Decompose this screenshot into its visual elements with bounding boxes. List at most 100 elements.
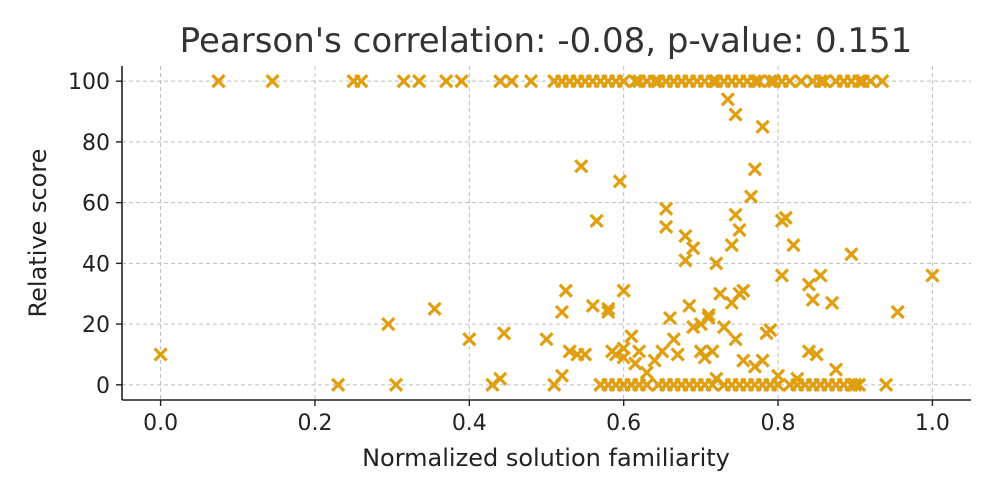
data-point: [493, 371, 508, 386]
data-point: [462, 332, 477, 347]
data-point: [589, 213, 604, 228]
y-axis-label: Relative score: [24, 149, 52, 318]
data-point: [770, 377, 786, 392]
data-point: [612, 174, 627, 189]
data-point: [153, 347, 168, 362]
data-point: [747, 74, 763, 89]
data-point: [662, 310, 678, 326]
data-point: [396, 74, 411, 89]
data-point: [616, 341, 631, 356]
data-point: [330, 377, 346, 392]
data-point: [628, 356, 643, 371]
data-point: [616, 283, 631, 298]
data-point: [616, 74, 631, 89]
data-point: [844, 377, 859, 392]
data-point: [496, 326, 512, 341]
data-point: [701, 310, 716, 326]
data-point: [562, 74, 577, 89]
data-point: [828, 362, 844, 377]
data-point: [577, 74, 593, 89]
data-point: [817, 74, 832, 89]
data-points: [153, 74, 940, 392]
x-axis-label: Normalized solution familiarity: [362, 444, 730, 472]
x-tick-label: 0.6: [606, 411, 641, 436]
data-point: [655, 344, 670, 359]
y-tick-label: 60: [82, 192, 110, 217]
data-point: [728, 207, 743, 222]
data-point: [562, 344, 577, 359]
y-tick-label: 20: [82, 313, 110, 338]
data-point: [504, 74, 519, 89]
data-point: [624, 329, 639, 344]
data-point: [647, 74, 662, 89]
x-tick-label: 0.0: [143, 411, 178, 436]
data-point: [728, 332, 743, 347]
data-point: [732, 74, 747, 89]
data-point: [755, 119, 770, 134]
data-point: [743, 189, 759, 204]
data-point: [577, 347, 593, 362]
data-point: [558, 283, 573, 298]
data-point: [678, 228, 693, 244]
data-point: [786, 238, 801, 253]
data-point: [659, 201, 674, 216]
data-point: [736, 283, 751, 298]
tick-marks: 0.0 0.2 0.4 0.6 0.8 1.0 0 20 40 60 80 100: [68, 70, 950, 436]
data-point: [427, 301, 442, 317]
data-point: [412, 74, 427, 89]
x-tick-label: 1.0: [915, 411, 950, 436]
x-tick-label: 0.8: [761, 411, 796, 436]
data-point: [732, 222, 747, 238]
data-point: [763, 74, 778, 89]
data-point: [639, 377, 654, 392]
data-point: [686, 241, 701, 256]
data-point: [381, 316, 396, 332]
data-point: [682, 74, 697, 89]
data-point: [539, 332, 554, 347]
data-point: [813, 74, 828, 89]
gridlines: [122, 66, 971, 400]
data-point: [801, 277, 817, 292]
data-point: [670, 347, 685, 362]
y-tick-label: 100: [68, 70, 110, 95]
data-point: [628, 74, 643, 89]
y-tick-label: 80: [82, 131, 110, 156]
x-tick-label: 0.2: [297, 411, 332, 436]
data-point: [755, 353, 770, 368]
data-point: [265, 74, 280, 89]
y-tick-label: 0: [96, 374, 110, 399]
data-point: [751, 74, 766, 89]
axes: [121, 66, 971, 401]
data-point: [554, 304, 570, 320]
data-point: [851, 74, 867, 89]
data-point: [736, 353, 751, 368]
data-point: [631, 344, 647, 359]
data-point: [824, 295, 840, 310]
data-point: [439, 74, 454, 89]
data-point: [724, 238, 739, 253]
data-point: [794, 74, 809, 89]
x-tick-label: 0.4: [452, 411, 487, 436]
data-point: [388, 377, 404, 392]
data-point: [747, 162, 763, 177]
data-point: [844, 247, 859, 262]
data-point: [701, 307, 716, 323]
data-point: [709, 74, 724, 89]
data-point: [547, 377, 562, 392]
data-point: [705, 377, 720, 392]
data-point: [890, 304, 905, 320]
data-point: [713, 286, 728, 301]
data-point: [782, 74, 797, 89]
data-point: [813, 268, 828, 283]
data-point: [705, 74, 720, 89]
data-point: [493, 74, 508, 89]
data-point: [848, 377, 863, 392]
data-point: [666, 377, 681, 392]
data-point: [709, 256, 724, 271]
data-point: [639, 365, 654, 380]
data-point: [774, 268, 790, 283]
data-point: [716, 319, 732, 335]
data-point: [585, 298, 600, 314]
data-point: [211, 74, 226, 89]
